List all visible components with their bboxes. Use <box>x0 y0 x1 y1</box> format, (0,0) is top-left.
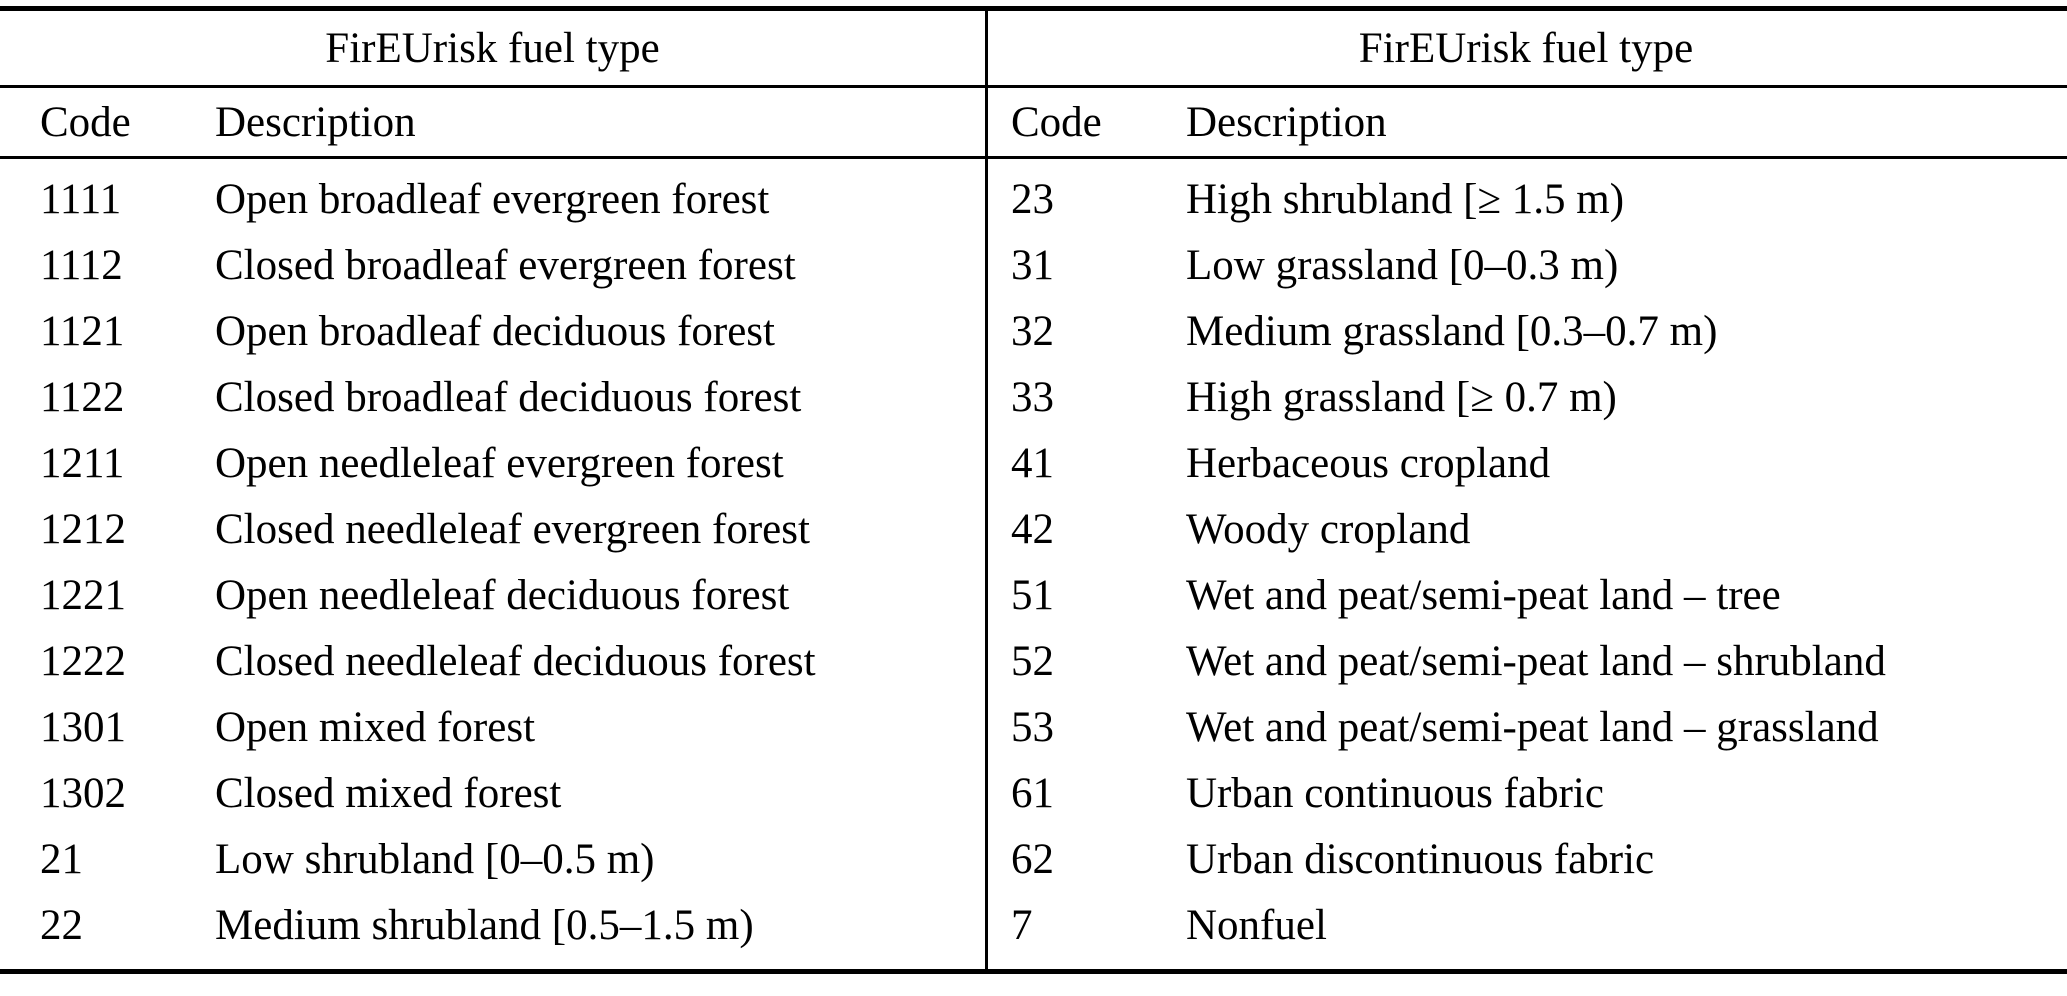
description-cell: Medium grassland [0.3–0.7 m) <box>1186 308 1718 355</box>
table-row: 61 Urban continuous fabric <box>985 761 2067 827</box>
description-cell: Open needleleaf evergreen forest <box>215 440 784 487</box>
code-cell: 1302 <box>40 770 126 817</box>
table-row: 42 Woody cropland <box>985 497 2067 563</box>
table-row: 23 High shrubland [≥ 1.5 m) <box>985 167 2067 233</box>
table-row: 41 Herbaceous cropland <box>985 431 2067 497</box>
code-cell: 62 <box>1011 836 1054 883</box>
code-cell: 1222 <box>40 638 126 685</box>
table-row: 1301 Open mixed forest <box>0 695 985 761</box>
table-row: 51 Wet and peat/semi-peat land – tree <box>985 563 2067 629</box>
code-cell: 1112 <box>40 242 123 289</box>
code-cell: 1212 <box>40 506 126 553</box>
description-cell: Closed broadleaf deciduous forest <box>215 374 802 421</box>
description-cell: Closed needleleaf evergreen forest <box>215 506 810 553</box>
description-cell: High grassland [≥ 0.7 m) <box>1186 374 1617 421</box>
group-header-right: FirEUrisk fuel type <box>1358 24 1694 72</box>
code-cell: 23 <box>1011 176 1054 223</box>
description-cell: Closed mixed forest <box>215 770 562 817</box>
description-cell: Herbaceous cropland <box>1186 440 1551 487</box>
code-cell: 41 <box>1011 440 1054 487</box>
code-cell: 33 <box>1011 374 1054 421</box>
table-row: 7 Nonfuel <box>985 893 2067 959</box>
description-cell: Open mixed forest <box>215 704 536 751</box>
column-header-code-right: Code <box>1011 98 1102 146</box>
code-cell: 1111 <box>40 176 122 223</box>
table-row: 21 Low shrubland [0–0.5 m) <box>0 827 985 893</box>
description-cell: Medium shrubland [0.5–1.5 m) <box>215 902 754 949</box>
description-cell: Low shrubland [0–0.5 m) <box>215 836 655 883</box>
table-body: 1111 Open broadleaf evergreen forest 1112 C… <box>0 159 2067 969</box>
description-cell: Woody cropland <box>1186 506 1471 553</box>
fuel-type-table: FirEUrisk fuel type FirEUrisk fuel type … <box>0 6 2067 974</box>
description-cell: Closed needleleaf deciduous forest <box>215 638 816 685</box>
table-row: 1111 Open broadleaf evergreen forest <box>0 167 985 233</box>
column-header-description-right: Description <box>1186 98 1387 146</box>
table-row: 1212 Closed needleleaf evergreen forest <box>0 497 985 563</box>
table-row: 31 Low grassland [0–0.3 m) <box>985 233 2067 299</box>
description-cell: Wet and peat/semi-peat land – tree <box>1186 572 1781 619</box>
table-row: 32 Medium grassland [0.3–0.7 m) <box>985 299 2067 365</box>
description-cell: Closed broadleaf evergreen forest <box>215 242 796 289</box>
description-cell: High shrubland [≥ 1.5 m) <box>1186 176 1625 223</box>
description-cell: Wet and peat/semi-peat land – shrubland <box>1186 638 1886 685</box>
code-cell: 1121 <box>40 308 125 355</box>
code-cell: 21 <box>40 836 83 883</box>
code-cell: 61 <box>1011 770 1054 817</box>
table-body-right: 23 High shrubland [≥ 1.5 m) 31 Low grasslan… <box>985 167 2067 959</box>
code-cell: 53 <box>1011 704 1054 751</box>
description-cell: Nonfuel <box>1186 902 1327 949</box>
column-header-description-left: Description <box>215 98 416 146</box>
code-cell: 1301 <box>40 704 126 751</box>
vertical-divider <box>985 6 988 974</box>
table-row: 1122 Closed broadleaf deciduous forest <box>0 365 985 431</box>
column-header-row: Code Description Code Description <box>0 88 2067 156</box>
group-header-left: FirEUrisk fuel type <box>325 24 660 72</box>
table-row: 53 Wet and peat/semi-peat land – grasslan… <box>985 695 2067 761</box>
code-cell: 42 <box>1011 506 1054 553</box>
table-row: 33 High grassland [≥ 0.7 m) <box>985 365 2067 431</box>
code-cell: 22 <box>40 902 83 949</box>
code-cell: 1122 <box>40 374 125 421</box>
subheader-rule <box>0 156 2067 159</box>
table-row: 1121 Open broadleaf deciduous forest <box>0 299 985 365</box>
table-row: 1112 Closed broadleaf evergreen forest <box>0 233 985 299</box>
table-row: 1221 Open needleleaf deciduous forest <box>0 563 985 629</box>
description-cell: Open needleleaf deciduous forest <box>215 572 790 619</box>
code-cell: 51 <box>1011 572 1054 619</box>
code-cell: 52 <box>1011 638 1054 685</box>
group-header-row: FirEUrisk fuel type FirEUrisk fuel type <box>0 11 2067 85</box>
header-rule <box>0 85 2067 88</box>
code-cell: 7 <box>1011 902 1033 949</box>
table-row: 1302 Closed mixed forest <box>0 761 985 827</box>
table-row: 1222 Closed needleleaf deciduous forest <box>0 629 985 695</box>
description-cell: Urban continuous fabric <box>1186 770 1604 817</box>
table-row: 52 Wet and peat/semi-peat land – shrublan… <box>985 629 2067 695</box>
description-cell: Wet and peat/semi-peat land – grassland <box>1186 704 1879 751</box>
table-body-left: 1111 Open broadleaf evergreen forest 1112 C… <box>0 167 985 959</box>
column-header-code-left: Code <box>40 98 131 146</box>
description-cell: Urban discontinuous fabric <box>1186 836 1655 883</box>
description-cell: Open broadleaf evergreen forest <box>215 176 770 223</box>
top-rule <box>0 6 2067 11</box>
description-cell: Open broadleaf deciduous forest <box>215 308 775 355</box>
code-cell: 31 <box>1011 242 1054 289</box>
description-cell: Low grassland [0–0.3 m) <box>1186 242 1619 289</box>
table-row: 1211 Open needleleaf evergreen forest <box>0 431 985 497</box>
table-row: 62 Urban discontinuous fabric <box>985 827 2067 893</box>
code-cell: 1221 <box>40 572 126 619</box>
bottom-rule <box>0 969 2067 974</box>
table-row: 22 Medium shrubland [0.5–1.5 m) <box>0 893 985 959</box>
code-cell: 32 <box>1011 308 1054 355</box>
code-cell: 1211 <box>40 440 125 487</box>
